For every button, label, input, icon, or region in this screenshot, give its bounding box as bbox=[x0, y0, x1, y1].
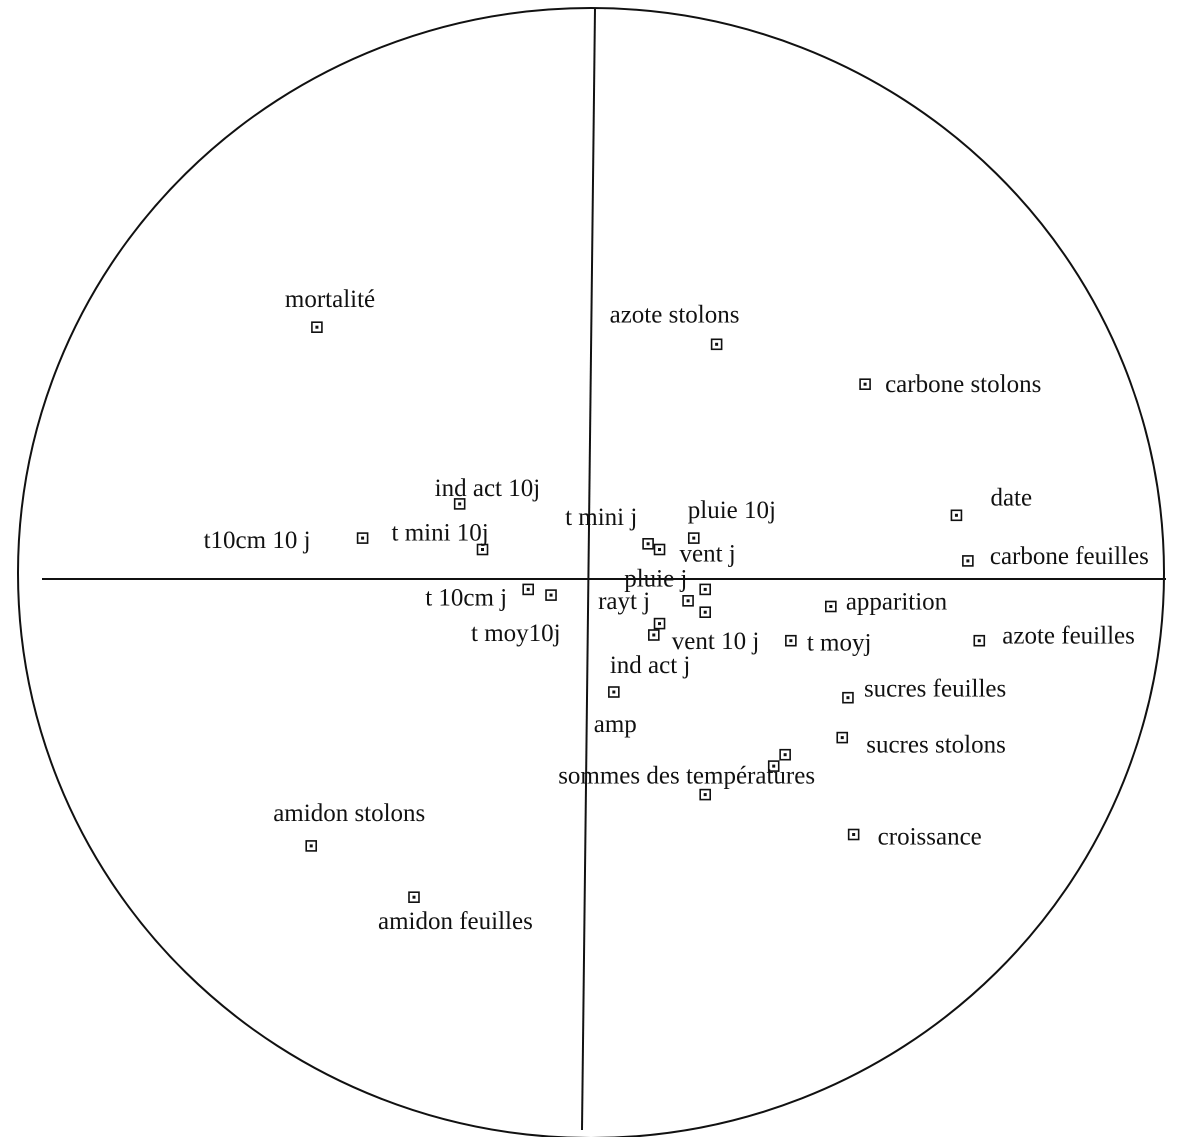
point-label: sucres stolons bbox=[866, 732, 1006, 759]
point bbox=[356, 532, 369, 544]
point bbox=[653, 543, 666, 556]
point bbox=[699, 606, 712, 619]
point-label: t moy10j bbox=[471, 620, 561, 647]
point bbox=[767, 760, 780, 772]
point-label: vent 10 j bbox=[672, 628, 760, 655]
point-label: pluie 10j bbox=[688, 497, 776, 524]
point bbox=[973, 634, 986, 647]
point bbox=[950, 509, 963, 522]
point bbox=[699, 583, 712, 596]
point bbox=[825, 600, 837, 613]
point-label: croissance bbox=[878, 824, 982, 851]
point bbox=[408, 891, 420, 904]
y-axis bbox=[581, 7, 596, 1131]
point-label: azote feuilles bbox=[1002, 623, 1135, 650]
point-label: t 10cm j bbox=[425, 584, 507, 611]
point-label: sucres feuilles bbox=[864, 676, 1006, 703]
point-label: amidon stolons bbox=[273, 800, 425, 827]
point bbox=[847, 828, 860, 841]
point-label: t moyj bbox=[807, 630, 872, 657]
point-label: t10cm 10 j bbox=[204, 527, 311, 554]
point bbox=[687, 532, 700, 544]
point bbox=[453, 498, 466, 510]
point-label: azote stolons bbox=[610, 301, 740, 328]
point bbox=[522, 583, 534, 596]
point-label: t mini j bbox=[565, 504, 637, 531]
point-label: amidon feuilles bbox=[378, 908, 533, 935]
point bbox=[305, 840, 318, 852]
correlation-circle bbox=[17, 7, 1165, 1137]
point bbox=[836, 731, 849, 744]
point-label: vent j bbox=[680, 541, 736, 568]
point bbox=[710, 338, 723, 351]
point-label: ind act j bbox=[610, 652, 691, 679]
point-label: carbone feuilles bbox=[990, 543, 1149, 570]
point bbox=[842, 691, 854, 704]
point-label: date bbox=[990, 484, 1032, 511]
point bbox=[682, 594, 694, 607]
point-label: sommes des températures bbox=[558, 763, 815, 790]
point-label: carbone stolons bbox=[885, 371, 1041, 398]
point-label: t mini 10j bbox=[392, 520, 489, 547]
point-label: apparition bbox=[846, 589, 948, 616]
point-label: pluie j bbox=[624, 565, 687, 592]
point bbox=[653, 617, 666, 630]
point bbox=[699, 788, 712, 801]
point-label: ind act 10j bbox=[435, 475, 541, 502]
point bbox=[779, 748, 791, 761]
point bbox=[785, 634, 797, 647]
point-label: rayt j bbox=[598, 588, 650, 615]
point bbox=[648, 629, 660, 641]
point bbox=[608, 686, 620, 698]
point bbox=[859, 378, 871, 391]
point-label: amp bbox=[594, 711, 637, 738]
point bbox=[311, 321, 323, 334]
point bbox=[962, 555, 974, 567]
point-label: mortalité bbox=[285, 286, 375, 313]
point bbox=[545, 589, 557, 601]
point bbox=[642, 537, 654, 550]
point bbox=[476, 543, 489, 556]
